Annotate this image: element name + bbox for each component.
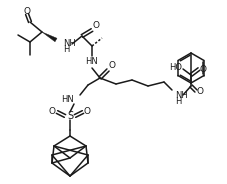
Text: O: O: [109, 61, 116, 70]
Text: H: H: [175, 98, 181, 107]
Text: H: H: [63, 45, 69, 54]
Text: O: O: [92, 22, 99, 31]
Text: HN: HN: [86, 57, 98, 66]
Text: NH: NH: [63, 38, 76, 47]
Text: NH: NH: [175, 91, 188, 100]
Text: O: O: [24, 8, 30, 17]
Text: O: O: [200, 65, 207, 73]
Polygon shape: [42, 32, 57, 42]
Text: HO: HO: [170, 63, 183, 72]
Text: O: O: [84, 107, 91, 116]
Text: S: S: [67, 111, 73, 121]
Text: O: O: [197, 86, 203, 95]
Text: HN: HN: [61, 95, 74, 103]
Text: O: O: [49, 107, 55, 116]
